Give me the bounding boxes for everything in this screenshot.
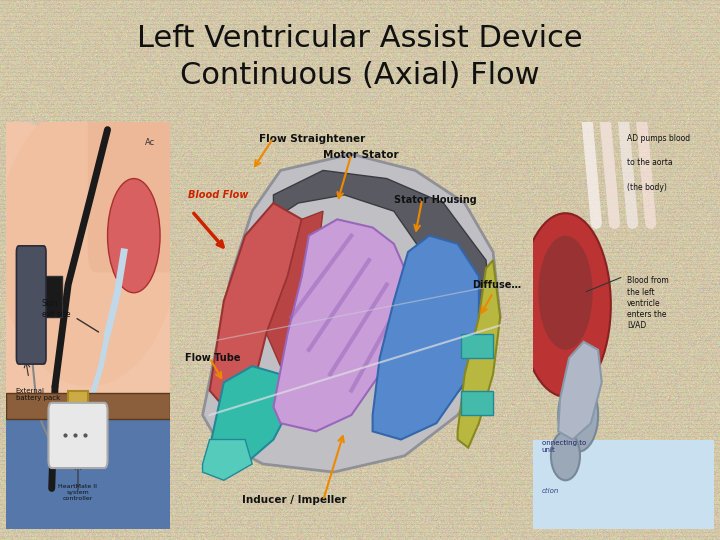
Text: Ac: Ac [145,138,156,147]
Text: Flow Straightener: Flow Straightener [259,134,366,144]
Bar [68,392,88,420]
Text: AD pumps blood: AD pumps blood [627,134,690,143]
Polygon shape [266,211,323,366]
Text: Inducer / Impeller: Inducer / Impeller [243,495,347,505]
Text: Flow Tube: Flow Tube [185,353,240,363]
Ellipse shape [520,213,611,397]
Ellipse shape [551,431,580,480]
Bar [39,276,62,317]
Ellipse shape [539,235,593,350]
Polygon shape [373,235,479,440]
Text: Blood Flow: Blood Flow [189,190,249,200]
Ellipse shape [107,179,160,293]
FancyBboxPatch shape [17,246,46,364]
Text: Diffuse…: Diffuse… [472,280,521,289]
Polygon shape [458,260,500,448]
Text: Stator Housing: Stator Housing [394,195,477,205]
Polygon shape [202,440,252,480]
Text: to the aorta: to the aorta [627,158,672,167]
Polygon shape [210,203,302,415]
Text: Motor Stator: Motor Stator [323,150,399,160]
Bar [6,393,170,419]
Text: Left Ventricular Assist Device
Continuous (Axial) Flow: Left Ventricular Assist Device Continuou… [138,24,582,90]
PathPatch shape [6,122,170,529]
Bar [462,390,493,415]
FancyBboxPatch shape [48,403,107,468]
Polygon shape [210,366,294,464]
Polygon shape [274,219,408,431]
Ellipse shape [0,101,178,387]
Bar [462,334,493,358]
Text: Blood from
the left
ventricle
enters the
LVAD: Blood from the left ventricle enters the… [627,276,669,330]
FancyBboxPatch shape [88,89,186,272]
Bar [6,419,170,529]
Polygon shape [274,171,493,423]
Polygon shape [202,154,500,472]
Ellipse shape [558,379,598,452]
Text: Skin
ext site: Skin ext site [42,299,71,319]
Text: HeartMate II
system
controller: HeartMate II system controller [58,484,97,501]
Bar [533,440,714,529]
Text: onnecting to
unit: onnecting to unit [542,440,586,453]
Polygon shape [558,342,602,440]
Text: ction: ction [542,488,559,495]
Text: External
battery pack: External battery pack [16,388,60,401]
Text: (the body): (the body) [627,183,667,192]
